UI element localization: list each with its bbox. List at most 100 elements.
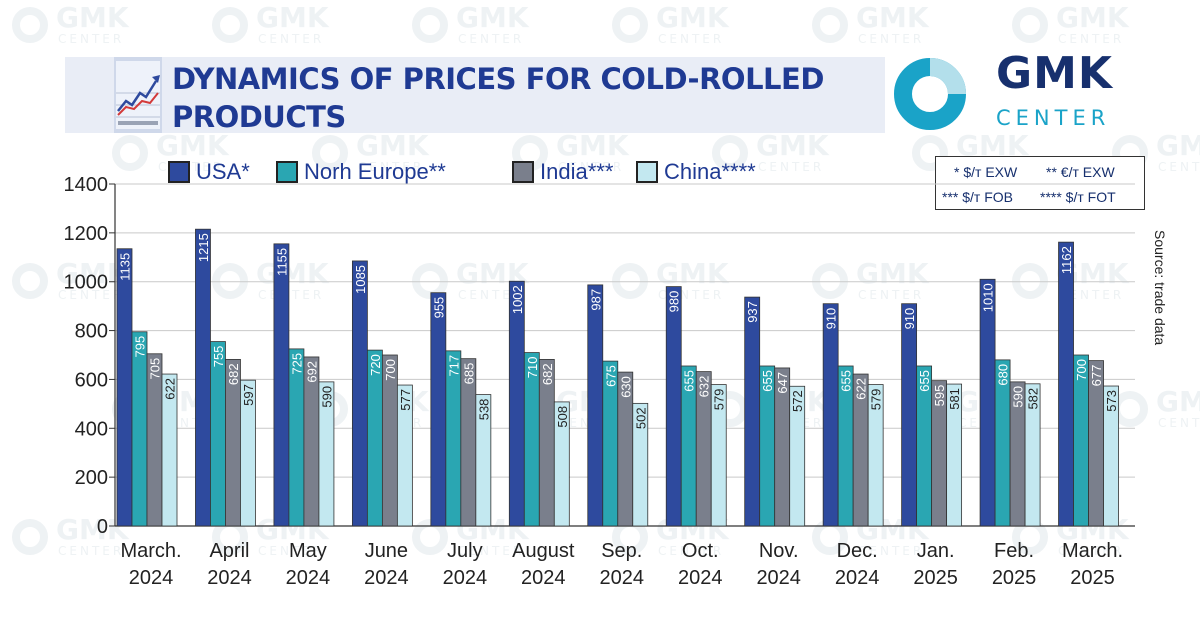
bar-value-label: 538 [476,399,491,421]
x-tick-label-month: Jan. [917,540,955,562]
bar [632,402,649,527]
legend-swatch-usa [168,161,190,183]
y-tick-label: 1200 [64,223,109,245]
bar-value-label: 579 [712,389,727,411]
bar-value-label: 717 [446,355,461,377]
x-tick-label-year: 2025 [1070,567,1115,589]
chart-trend-icon [114,57,162,133]
x-tick-label-month: May [289,540,327,562]
x-tick-label-year: 2024 [364,567,409,589]
bar-value-label: 581 [947,388,962,410]
y-tick-label: 0 [97,516,108,538]
bar-value-label: 710 [525,357,540,379]
bar [867,384,884,527]
bar-value-label: 597 [241,384,256,406]
bar [240,379,256,527]
x-tick-label-year: 2025 [992,567,1037,589]
legend-swatch-india [512,161,534,183]
bar [273,243,290,527]
bar [116,248,133,527]
bar-value-label: 680 [996,364,1011,386]
bar [1024,383,1041,527]
bar-value-label: 720 [368,354,383,376]
y-tick-label: 1400 [64,174,109,196]
bar [822,303,839,527]
x-tick-label-month: Sep. [601,540,642,562]
x-tick-label-year: 2024 [835,567,880,589]
bar-value-label: 795 [133,336,148,358]
x-tick-label-year: 2024 [678,567,723,589]
y-tick-label: 600 [75,369,108,391]
gmk-logo-icon [894,58,966,130]
x-tick-label-year: 2024 [207,567,252,589]
unit-usa: * $/т EXW [954,164,1018,180]
bar-value-label: 579 [869,389,884,411]
bar-value-label: 1010 [981,283,996,312]
bar [210,341,226,527]
bar [1058,241,1074,527]
bar [195,228,211,527]
y-tick-label: 400 [75,418,108,440]
bar [508,280,525,527]
bar-value-label: 655 [760,370,775,392]
bar-value-label: 705 [148,358,163,380]
bar-value-label: 1002 [510,285,525,314]
bar-value-label: 700 [383,359,398,381]
bar-value-label: 1155 [274,248,289,276]
units-box: * $/т EXW ** €/т EXW *** $/т FOB **** $/… [935,156,1145,210]
bar [789,385,806,527]
x-tick-label-month: Dec. [837,540,878,562]
bar-value-label: 577 [398,389,413,411]
y-tick-label: 200 [75,467,108,489]
x-tick-label-month: March. [120,540,181,562]
x-tick-label-year: 2024 [521,567,566,589]
bar-value-label: 675 [603,365,618,387]
x-tick-label-month: April [209,540,249,562]
bar-value-label: 987 [588,289,603,311]
legend-swatch-europe [276,161,298,183]
bar-value-label: 590 [1011,386,1026,408]
bar-value-label: 573 [1104,390,1119,412]
x-tick-label-month: March. [1062,540,1123,562]
x-tick-label-month: June [365,540,408,562]
title-banner [65,57,885,133]
bar [131,331,148,527]
x-tick-label-month: Oct. [682,540,719,562]
bar-value-label: 508 [555,406,570,428]
legend-label-europe: Norh Europe** [304,159,446,184]
bar [351,260,368,527]
bar-value-label: 755 [211,346,226,368]
x-tick-label-year: 2024 [600,567,645,589]
bar-value-label: 582 [1026,388,1041,410]
bar-value-label: 700 [1074,359,1089,381]
legend-swatch-china [636,161,658,183]
x-tick-label-year: 2024 [286,567,331,589]
bar [475,394,492,527]
bar [901,303,918,527]
bar [946,383,963,527]
x-tick-label-year: 2024 [129,567,174,589]
bar-value-label: 572 [790,390,805,412]
unit-europe: ** €/т EXW [1046,164,1115,180]
bar-value-label: 1135 [118,253,133,281]
bar-value-label: 1085 [353,265,368,294]
bar [1103,385,1119,527]
unit-india: *** $/т FOB [942,189,1013,205]
y-tick-label: 1000 [64,272,109,294]
x-tick-label-year: 2024 [756,567,801,589]
legend-label-usa: USA* [196,159,250,184]
bar-value-label: 1215 [196,233,211,262]
bar-value-label: 682 [540,363,555,385]
logo-text: GMK [996,48,1113,99]
bar-value-label: 655 [682,370,697,392]
bar-value-label: 502 [633,407,648,429]
bar [161,373,178,527]
bar-value-label: 937 [745,301,760,323]
x-tick-label-month: Feb. [994,540,1034,562]
bar-value-label: 595 [932,385,947,407]
x-tick-label-month: August [512,540,575,562]
page-title: DYNAMICS OF PRICES FOR COLD-ROLLED PRODU… [172,62,824,134]
legend-label-china: China**** [664,159,756,184]
y-tick-label: 800 [75,321,108,343]
